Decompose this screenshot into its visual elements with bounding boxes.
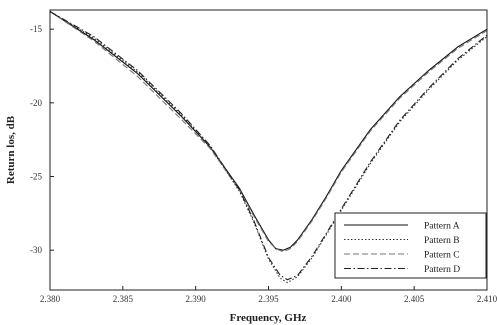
legend-label: Pattern B xyxy=(424,236,460,246)
plot-area xyxy=(49,11,488,284)
series-lines xyxy=(49,11,488,284)
y-tick-label: -20 xyxy=(30,98,42,108)
y-tick-label: -25 xyxy=(30,172,42,182)
x-tick-label: 2.390 xyxy=(186,294,207,304)
x-axis-title: Frequency, GHz xyxy=(230,312,307,324)
x-tick-label: 2.395 xyxy=(258,294,279,304)
x-tick-label: 2.400 xyxy=(331,294,352,304)
series-line-pattern-b xyxy=(49,11,488,284)
y-tick-label: -30 xyxy=(30,245,42,255)
legend-label: Pattern C xyxy=(424,251,460,261)
series-line-pattern-a xyxy=(49,11,488,251)
x-tick-label: 2.405 xyxy=(404,294,425,304)
legend: Pattern A Pattern B Pattern C Pattern D xyxy=(334,212,487,279)
x-tick-label: 2.380 xyxy=(40,294,61,304)
series-line-pattern-c xyxy=(49,11,488,253)
x-tick-label: 2.410 xyxy=(477,294,497,304)
legend-label: Pattern D xyxy=(424,265,460,275)
y-axis-title: Return los, dB xyxy=(5,115,17,184)
legend-label: Pattern A xyxy=(424,222,460,232)
x-tick-label: 2.385 xyxy=(113,294,134,304)
series-line-pattern-d xyxy=(49,11,488,281)
legend-box xyxy=(334,212,487,279)
plot-frame xyxy=(49,9,488,291)
y-axis-ticks: -15 -20 -25 -30 xyxy=(30,24,54,255)
y-tick-label: -15 xyxy=(30,24,42,34)
